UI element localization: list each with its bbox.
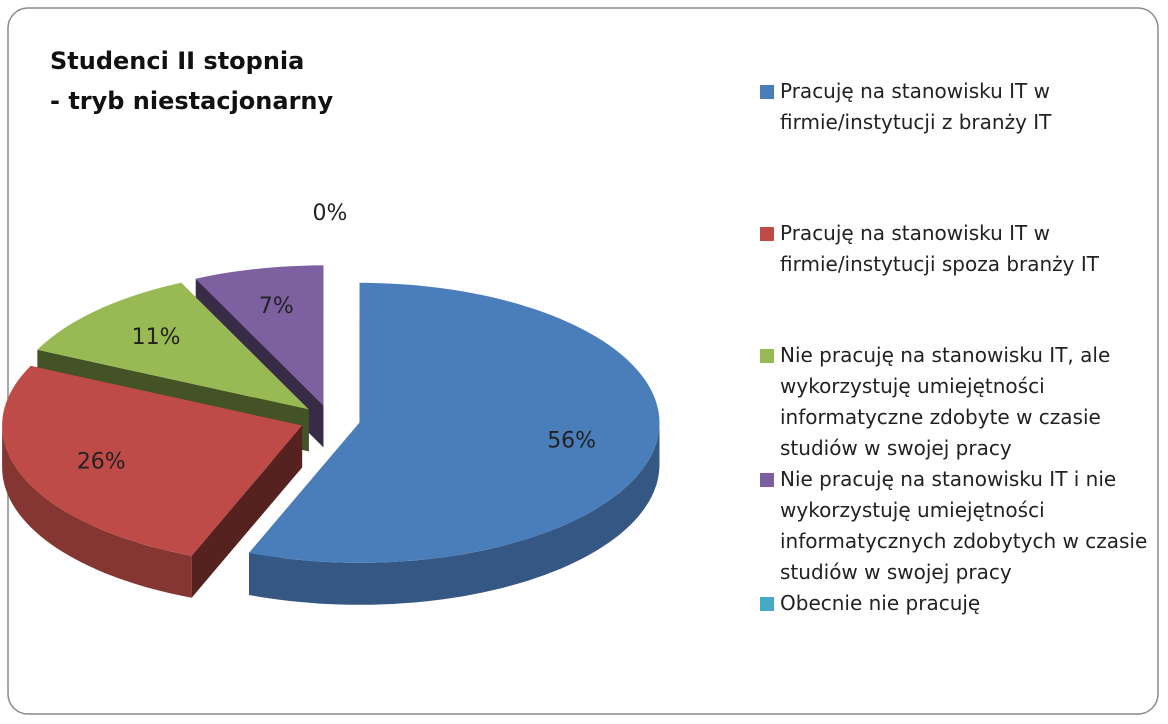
legend-item: Pracuję na stanowisku IT w firmie/instyt…: [760, 218, 1160, 280]
legend-label: Nie pracuję na stanowisku IT, ale wykorz…: [780, 343, 1111, 460]
legend-label: Pracuję na stanowisku IT w firmie/instyt…: [780, 79, 1052, 134]
data-label: 11%: [132, 325, 181, 350]
slice-side: [249, 422, 660, 605]
slice: [195, 265, 324, 406]
pie: 56% 26% 11% 7% 0%: [2, 201, 660, 605]
slice: [2, 365, 303, 556]
legend-swatch: [760, 349, 774, 363]
chart-title: Studenci II stopnia: [50, 47, 304, 75]
legend-item: Obecnie nie pracuję: [760, 588, 1160, 619]
legend-label: Obecnie nie pracuję: [780, 591, 981, 615]
legend-item: Pracuję na stanowisku IT w firmie/instyt…: [760, 76, 1160, 138]
chart-title: - tryb niestacjonarny: [50, 87, 333, 115]
legend-swatch: [760, 473, 774, 487]
slice-side: [2, 425, 192, 598]
legend-swatch: [760, 597, 774, 611]
legend-label: Pracuję na stanowisku IT w firmie/instyt…: [780, 221, 1099, 276]
data-label: 56%: [547, 429, 596, 454]
legend: Pracuję na stanowisku IT w firmie/instyt…: [760, 76, 1160, 619]
data-label: 0%: [313, 201, 348, 226]
slice: [249, 282, 660, 563]
data-label: 7%: [259, 294, 294, 319]
data-label: 26%: [77, 450, 126, 475]
legend-swatch: [760, 85, 774, 99]
legend-swatch: [760, 227, 774, 241]
legend-label: Nie pracuję na stanowisku IT i nie wykor…: [780, 467, 1148, 584]
legend-item: Nie pracuję na stanowisku IT i nie wykor…: [760, 464, 1160, 588]
slice-wall: [191, 425, 303, 598]
legend-item: Nie pracuję na stanowisku IT, ale wykorz…: [760, 340, 1160, 464]
slice: [37, 282, 309, 410]
